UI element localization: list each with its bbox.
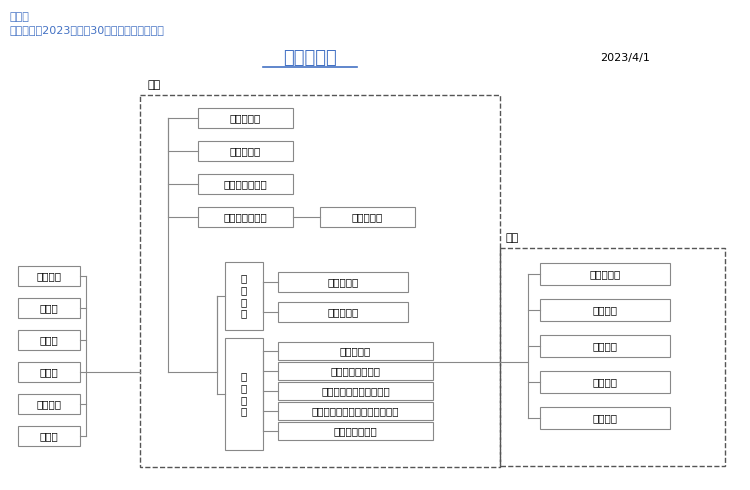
Bar	[198, 207, 293, 227]
Text: 会　長: 会 長	[40, 335, 58, 345]
Bar	[540, 371, 670, 393]
Bar	[278, 342, 433, 360]
Text: 事
業
本
部: 事 業 本 部	[241, 371, 248, 416]
Bar	[198, 174, 293, 194]
Text: 管　理　部: 管 理 部	[327, 277, 358, 287]
Bar	[18, 266, 80, 286]
Bar	[540, 407, 670, 429]
Text: 評議員会: 評議員会	[37, 271, 62, 281]
Text: 九州支社: 九州支社	[592, 413, 617, 423]
Text: 理事長: 理事長	[40, 367, 58, 377]
Text: 組　織　図: 組 織 図	[284, 49, 337, 67]
Text: ご参考: ご参考	[10, 12, 30, 22]
Text: 中部支社: 中部支社	[592, 341, 617, 351]
Bar	[540, 299, 670, 321]
Text: 財　務　部: 財 務 部	[327, 307, 358, 317]
Bar	[225, 338, 263, 450]
Text: 支社: 支社	[506, 233, 519, 243]
Bar	[18, 394, 80, 414]
Text: 管
理
本
部: 管 理 本 部	[241, 273, 248, 318]
Bar	[18, 330, 80, 350]
Text: 事業統括部: 事業統括部	[340, 346, 371, 356]
Text: 最高技術責任者: 最高技術責任者	[224, 212, 267, 222]
Text: 情報サービス部: 情報サービス部	[334, 426, 377, 436]
Bar	[198, 108, 293, 128]
Text: 監　事: 監 事	[40, 431, 58, 441]
Text: メディア・コンシューマ事業部: メディア・コンシューマ事業部	[312, 406, 399, 416]
Text: 2023/4/1: 2023/4/1	[600, 53, 650, 63]
Text: （現体制［2023年６月30日まで］の組織図）: （現体制［2023年６月30日まで］の組織図）	[10, 25, 165, 35]
Bar	[320, 207, 415, 227]
Bar	[18, 426, 80, 446]
Text: 理事会: 理事会	[40, 303, 58, 313]
Bar	[140, 95, 500, 467]
Text: 関西支社: 関西支社	[592, 377, 617, 387]
Text: 経営企画室: 経営企画室	[230, 113, 261, 123]
Bar	[225, 262, 263, 330]
Text: 社会・防災事業部: 社会・防災事業部	[331, 366, 380, 376]
Text: 環境・エネルギー事業部: 環境・エネルギー事業部	[321, 386, 390, 396]
Bar	[278, 302, 408, 322]
Bar	[278, 422, 433, 440]
Text: 技術戦略室: 技術戦略室	[352, 212, 383, 222]
Bar	[540, 263, 670, 285]
Bar	[278, 402, 433, 420]
Bar	[540, 335, 670, 357]
Text: 北海道支社: 北海道支社	[590, 269, 621, 279]
Bar	[18, 298, 80, 318]
Text: 広　報　室: 広 報 室	[230, 146, 261, 156]
Bar	[278, 382, 433, 400]
Bar	[500, 248, 725, 466]
Text: 最高情報責任者: 最高情報責任者	[224, 179, 267, 189]
Text: 本社: 本社	[148, 80, 161, 90]
Bar	[278, 272, 408, 292]
Bar	[278, 362, 433, 380]
Text: 東北支社: 東北支社	[592, 305, 617, 315]
Bar	[198, 141, 293, 161]
Bar	[18, 362, 80, 382]
Text: 常任理事: 常任理事	[37, 399, 62, 409]
